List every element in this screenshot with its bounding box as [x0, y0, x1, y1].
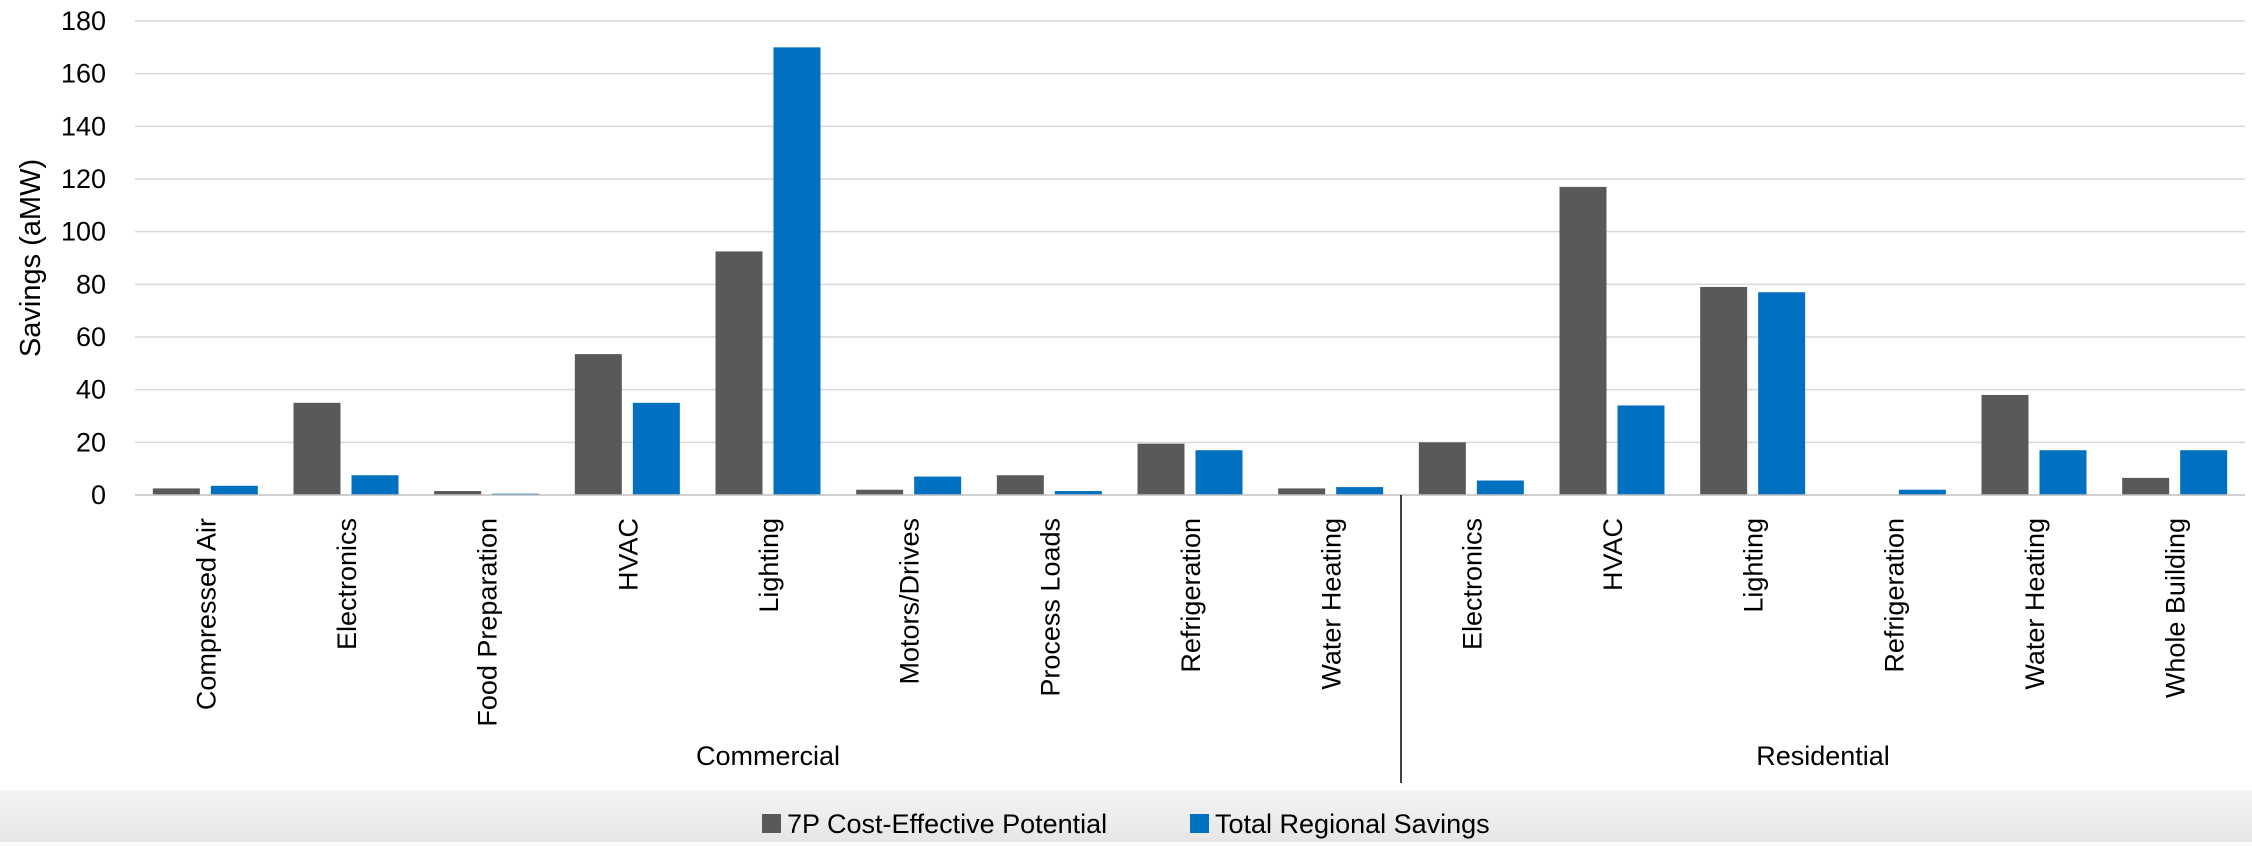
bar: [351, 475, 399, 495]
bar: [1137, 443, 1185, 495]
bar: [1054, 491, 1102, 495]
bar: [914, 476, 962, 495]
legend-band: [0, 790, 2252, 842]
bar: [1418, 442, 1466, 495]
bar: [1617, 405, 1665, 495]
bar: [996, 475, 1044, 495]
x-category-label: Electronics: [1457, 518, 1487, 650]
bar: [1336, 487, 1384, 495]
bar: [210, 485, 258, 495]
y-tick-label: 120: [61, 164, 106, 194]
y-tick-label: 80: [76, 269, 106, 299]
x-category-label: Refrigeration: [1879, 518, 1909, 673]
x-category-label: Refrigeration: [1176, 518, 1206, 673]
bar: [574, 354, 622, 495]
group-label: Commercial: [696, 741, 840, 771]
bar: [773, 47, 821, 495]
bar: [1278, 488, 1326, 495]
bar: [2122, 477, 2170, 495]
legend-swatch: [1190, 814, 1209, 833]
x-category-label: Food Preparation: [473, 518, 503, 727]
legend: 7P Cost-Effective Potential Total Regiona…: [762, 809, 1490, 839]
y-axis-label: Savings (aMW): [15, 159, 47, 357]
y-tick-label: 100: [61, 217, 106, 247]
y-tick-label: 20: [76, 427, 106, 457]
y-tick-label: 180: [61, 6, 106, 36]
x-category-label: Water Heating: [2020, 518, 2050, 690]
bar: [1758, 292, 1806, 495]
y-tick-label: 160: [61, 59, 106, 89]
bar: [856, 489, 904, 495]
x-category-label: Water Heating: [1317, 518, 1347, 690]
y-tick-label: 0: [91, 480, 106, 510]
bar: [1195, 450, 1243, 495]
bar: [2039, 450, 2087, 495]
bar: [152, 488, 200, 495]
bar: [1981, 394, 2029, 495]
x-category-label: Lighting: [754, 518, 784, 613]
legend-swatch: [762, 814, 781, 833]
x-category-label: Electronics: [332, 518, 362, 650]
bar: [715, 251, 763, 495]
bar: [632, 402, 680, 495]
y-tick-label: 60: [76, 322, 106, 352]
x-category-label: Whole Building: [2161, 518, 2191, 698]
legend-label: 7P Cost-Effective Potential: [787, 809, 1107, 839]
bar: [1700, 286, 1748, 495]
group-label: Residential: [1756, 741, 1890, 771]
y-tick-label: 40: [76, 375, 106, 405]
x-category-label: Lighting: [1739, 518, 1769, 613]
bar: [1559, 186, 1607, 495]
bar: [1898, 489, 1946, 495]
bar: [293, 402, 341, 495]
x-category-label: HVAC: [613, 518, 643, 591]
y-tick-label: 140: [61, 111, 106, 141]
x-category-label: Process Loads: [1035, 518, 1065, 697]
x-category-label: HVAC: [1598, 518, 1628, 591]
bar: [1476, 480, 1524, 495]
bar: [2180, 450, 2228, 495]
x-category-label: Motors/Drives: [895, 518, 925, 685]
bar: [434, 491, 482, 495]
x-category-label: Compressed Air: [191, 518, 221, 710]
legend-label: Total Regional Savings: [1215, 809, 1490, 839]
